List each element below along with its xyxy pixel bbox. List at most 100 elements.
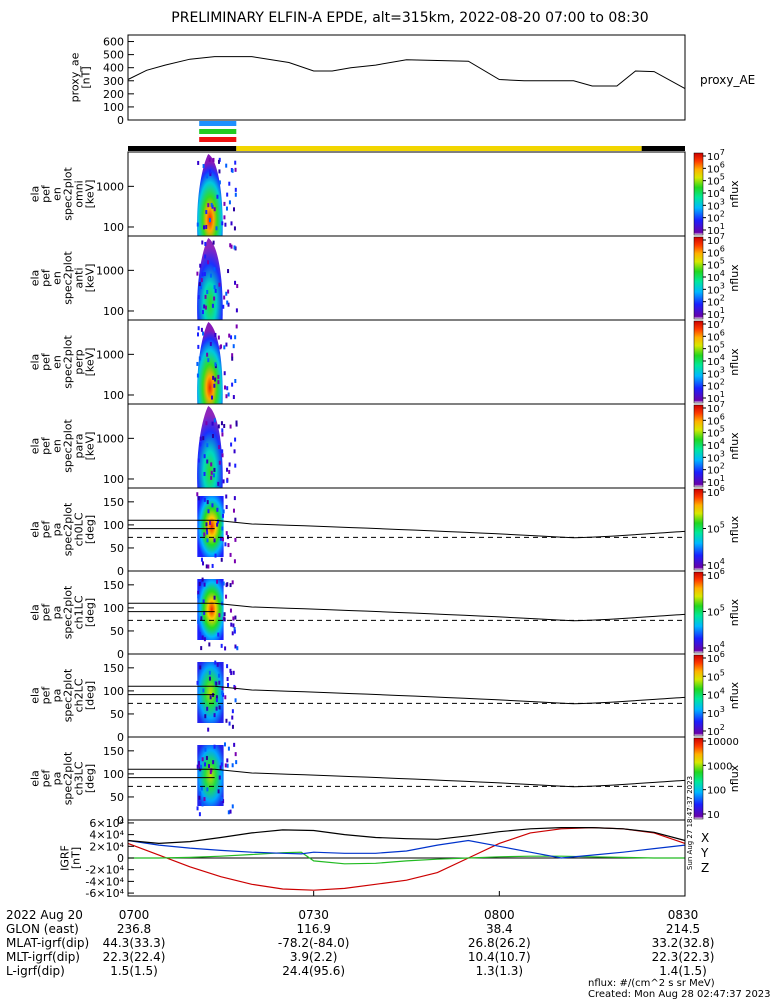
loss-cone-curve (214, 602, 686, 622)
panel-en-para: 1001000elapefenspec2plotpara[keV]1011021… (29, 400, 742, 489)
green-indicator-bar (199, 129, 237, 134)
ylabel-line: proxy_ae (69, 52, 82, 102)
spectrogram-pixel (211, 395, 214, 400)
ytick-label: 100 (103, 389, 124, 402)
spectrogram-pixel (226, 664, 229, 669)
spectrogram-pixel (210, 202, 213, 207)
spectrogram-pixel (197, 332, 200, 337)
ylabel-line: ela (29, 687, 42, 704)
spectrogram-pixel (208, 157, 211, 162)
spectrogram-pixel (206, 290, 209, 295)
spectrogram-pixel (210, 470, 213, 475)
colorbar-label: nflux (728, 264, 741, 292)
panel-en-anti: 1001000elapefenspec2plotanti[keV]1011021… (29, 232, 742, 321)
spectrogram-pixel (229, 809, 232, 814)
spectrogram-pixel (220, 643, 223, 648)
spectrogram-pixel (213, 296, 216, 301)
ylabel-line: pef (40, 686, 53, 705)
spectrogram-blob (197, 322, 223, 404)
colorbar-tick-exponent: 6 (720, 650, 725, 659)
spectrogram-pixel (210, 475, 213, 480)
ytick-label: 0 (117, 648, 124, 661)
spectrogram-blob (197, 745, 224, 806)
colorbar-tick-exponent: 6 (720, 328, 725, 337)
ephem-value: 38.4 (486, 922, 513, 936)
spectrogram-pixel (202, 164, 205, 169)
ephem-value: 1.4(1.5) (659, 964, 707, 978)
colorbar-tick-label: 10 (707, 810, 720, 821)
ylabel-line: [keV] (84, 180, 97, 209)
spectrogram-pixel (200, 616, 203, 621)
ytick-label: 50 (110, 542, 124, 555)
colorbar-tick-exponent: 3 (720, 449, 725, 458)
spectrogram-pixel (204, 714, 207, 719)
spectrogram-pixel (196, 361, 199, 366)
ylabel-line: ela (29, 186, 42, 203)
colorbar-label-group: nflux (728, 264, 741, 292)
spectrogram-pixel (234, 615, 237, 620)
spectrogram-pixel (211, 503, 214, 508)
ephem-row-label: MLAT-igrf(dip) (6, 936, 89, 950)
colorbar-tick-exponent: 1 (720, 222, 725, 231)
colorbar (693, 571, 704, 654)
spectrogram-pixel (226, 386, 229, 391)
figure-title: PRELIMINARY ELFIN-A EPDE, alt=315km, 202… (171, 10, 648, 26)
colorbar-tick-exponent: 7 (720, 400, 725, 409)
colorbar-tick-exponent: 5 (720, 425, 725, 434)
spectrogram-pixel (204, 305, 207, 310)
spectrogram-pixel (198, 356, 201, 361)
spectrogram-pixel (226, 763, 229, 768)
ephem-value: 33.2(32.8) (652, 936, 715, 950)
ephem-value: 0730 (298, 908, 329, 922)
spectrogram-pixel (219, 765, 222, 770)
spectrogram-pixel (218, 169, 221, 174)
spectrogram-pixel (215, 706, 218, 711)
ylabel-line: ela (29, 270, 42, 287)
spectrogram-pixel (203, 454, 206, 459)
spectrogram-pixel (233, 629, 236, 634)
ytick-label: -2×10⁴ (85, 864, 124, 877)
ylabel-line: spec2plot (62, 585, 75, 639)
ytick-label: 0 (117, 814, 124, 827)
ytick-label: 4×10⁴ (89, 829, 124, 842)
spectrogram-pixel (220, 557, 223, 562)
colorbar-tick-label: 105 (707, 521, 725, 536)
spectrogram-pixel (198, 763, 201, 768)
spectrogram-pixel (233, 226, 236, 231)
spectrogram-pixel (201, 635, 204, 640)
spectrogram-pixel (224, 695, 227, 700)
panel-frame (127, 34, 686, 121)
spectrogram-pixel (228, 333, 231, 338)
spectrogram-pixel (201, 757, 204, 762)
spectrogram-pixel (227, 810, 230, 815)
ephem-row-label: GLON (east) (6, 922, 79, 936)
spectrogram-pixel (216, 507, 219, 512)
colorbar-tick-label: 100 (707, 786, 726, 797)
colorbar-tick-exponent: 2 (720, 723, 725, 732)
spectrogram-pixel (197, 160, 200, 165)
ylabel-line: ch0LC (73, 512, 86, 546)
spectrogram-pixel (200, 557, 203, 562)
colorbar-tick-exponent: 3 (720, 197, 725, 206)
ytick-label: 0 (117, 852, 124, 865)
spectrogram-pixel (196, 806, 199, 811)
spectrogram-pixel (225, 163, 228, 168)
spectrogram-pixel (210, 768, 213, 773)
spectrogram-pixel (197, 326, 200, 331)
spectrogram-pixel (197, 619, 200, 624)
zone-bar-black-right (641, 146, 685, 151)
ytick-label: 150 (103, 745, 124, 758)
ylabel-line: en (51, 355, 64, 369)
colorbar-tick-label: 105 (707, 604, 725, 619)
spectrogram-pixel (212, 157, 215, 162)
spectrogram-pixel (212, 375, 215, 380)
ylabel-line: ch1LC (73, 595, 86, 629)
spectrogram-pixel (229, 243, 232, 248)
spectrogram-pixel (217, 380, 220, 385)
